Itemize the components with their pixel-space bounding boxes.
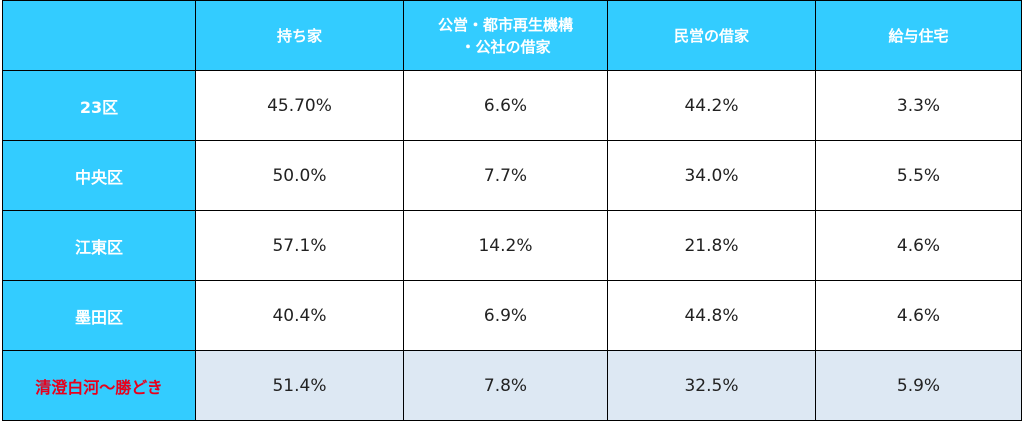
row-header: 中央区 xyxy=(2,140,196,211)
cell: 40.4% xyxy=(195,280,404,351)
cell: 44.2% xyxy=(607,70,816,141)
header-line: ・公社の借家 xyxy=(460,37,551,56)
corner-cell xyxy=(2,0,196,71)
cell: 34.0% xyxy=(607,140,816,211)
row-header: 墨田区 xyxy=(2,280,196,351)
cell: 44.8% xyxy=(607,280,816,351)
row-header: 清澄白河〜勝どき xyxy=(2,350,196,421)
table-row: 23区 45.70% 6.6% 44.2% 3.3% xyxy=(2,70,1022,141)
column-header: 公営・都市再生機構 ・公社の借家 xyxy=(403,0,608,71)
header-line: 給与住宅 xyxy=(888,26,949,45)
column-header: 給与住宅 xyxy=(815,0,1022,71)
cell: 51.4% xyxy=(195,350,404,421)
table-row: 江東区 57.1% 14.2% 21.8% 4.6% xyxy=(2,210,1022,281)
row-header: 23区 xyxy=(2,70,196,141)
cell: 50.0% xyxy=(195,140,404,211)
cell: 5.5% xyxy=(815,140,1022,211)
cell: 57.1% xyxy=(195,210,404,281)
header-line: 持ち家 xyxy=(276,26,322,45)
cell: 6.9% xyxy=(403,280,608,351)
table-row: 中央区 50.0% 7.7% 34.0% 5.5% xyxy=(2,140,1022,211)
cell: 21.8% xyxy=(607,210,816,281)
cell: 4.6% xyxy=(815,280,1022,351)
header-row: 持ち家 公営・都市再生機構 ・公社の借家 民営の借家 給与住宅 xyxy=(2,0,1022,71)
table-body: 23区 45.70% 6.6% 44.2% 3.3% 中央区 50.0% 7.7% 34.0% 5… xyxy=(2,70,1022,421)
cell: 5.9% xyxy=(815,350,1022,421)
cell: 14.2% xyxy=(403,210,608,281)
cell: 4.6% xyxy=(815,210,1022,281)
column-header: 持ち家 xyxy=(195,0,404,71)
cell: 3.3% xyxy=(815,70,1022,141)
cell: 7.8% xyxy=(403,350,608,421)
cell: 7.7% xyxy=(403,140,608,211)
header-line: 公営・都市再生機構 xyxy=(437,15,573,34)
table-head: 持ち家 公営・都市再生機構 ・公社の借家 民営の借家 給与住宅 xyxy=(2,0,1022,71)
table-row: 清澄白河〜勝どき 51.4% 7.8% 32.5% 5.9% xyxy=(2,350,1022,421)
cell: 6.6% xyxy=(403,70,608,141)
cell: 45.70% xyxy=(195,70,404,141)
column-header: 民営の借家 xyxy=(607,0,816,71)
table-row: 墨田区 40.4% 6.9% 44.8% 4.6% xyxy=(2,280,1022,351)
cell: 32.5% xyxy=(607,350,816,421)
header-line: 民営の借家 xyxy=(673,26,749,45)
row-header: 江東区 xyxy=(2,210,196,281)
